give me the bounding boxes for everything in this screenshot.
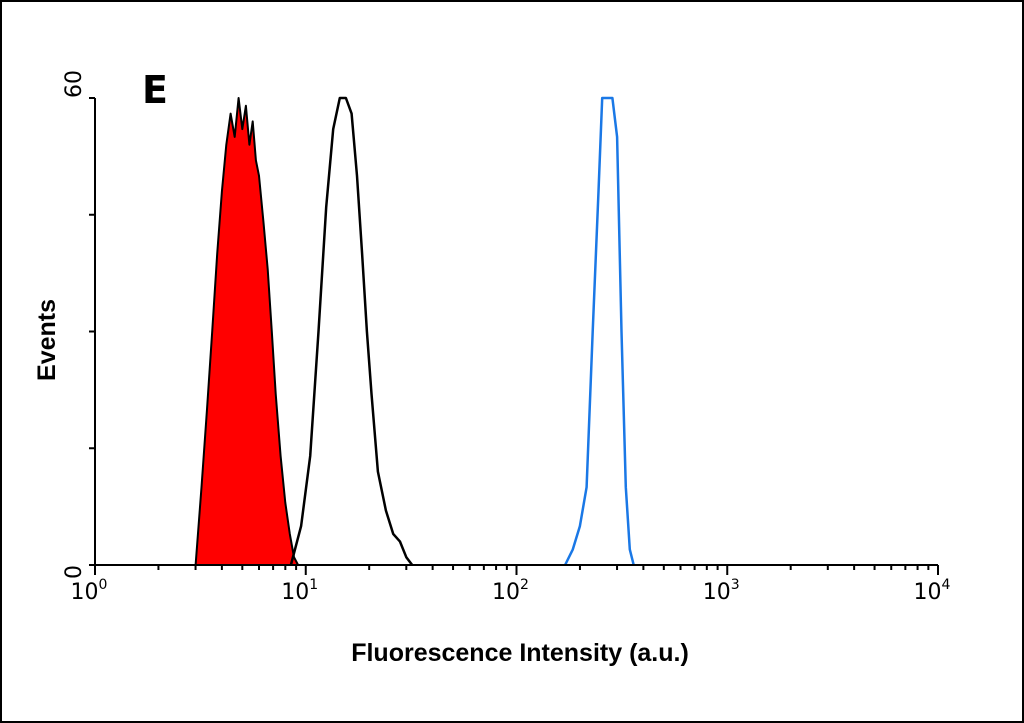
series-2-outline-histogram [289, 96, 414, 566]
x-tick-exponent: 3 [731, 577, 740, 593]
x-axis-title: Fluorescence Intensity (a.u.) [351, 639, 689, 667]
panel-label: E [142, 68, 168, 112]
series-3-outline-histogram [563, 96, 635, 566]
y-tick-label: 0 [62, 565, 87, 579]
x-tick-label: 104 [914, 577, 951, 605]
x-tick-label: 101 [281, 577, 318, 605]
x-tick-base: 10 [71, 580, 99, 605]
x-tick-label: 103 [703, 577, 740, 605]
series-layer [194, 96, 635, 566]
y-tick-label: 60 [62, 70, 87, 98]
axes-layer [89, 97, 939, 575]
x-tick-exponent: 4 [942, 577, 951, 593]
x-tick-base: 10 [703, 580, 731, 605]
x-tick-base: 10 [281, 580, 309, 605]
x-tick-exponent: 2 [520, 577, 529, 593]
x-tick-label: 100 [71, 577, 108, 605]
series-1-filled-histogram [194, 97, 300, 566]
x-tick-label: 102 [492, 577, 529, 605]
x-tick-exponent: 0 [99, 577, 108, 593]
x-tick-base: 10 [914, 580, 942, 605]
x-tick-base: 10 [492, 580, 520, 605]
x-tick-exponent: 1 [309, 577, 318, 593]
y-axis-title: Events [33, 299, 61, 381]
